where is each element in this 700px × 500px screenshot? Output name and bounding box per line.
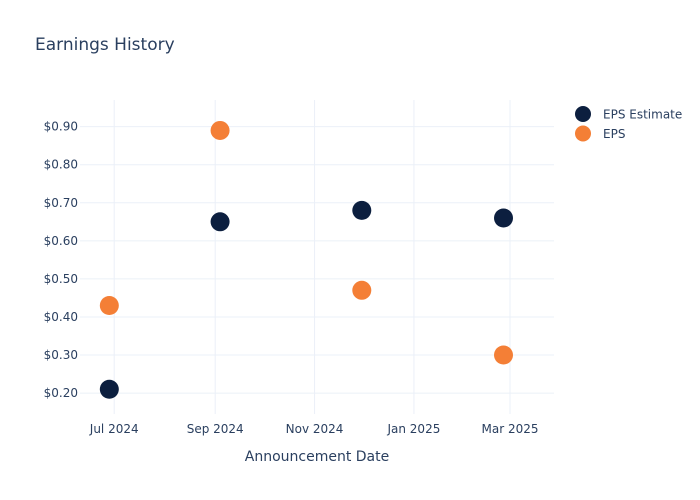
data-point-eps-estimate [352, 200, 372, 220]
y-tick-label: $0.70 [44, 196, 78, 210]
y-tick-label: $0.50 [44, 272, 78, 286]
x-axis-title: Announcement Date [245, 449, 389, 465]
data-points [99, 120, 514, 399]
chart-title: Earnings History [35, 35, 175, 55]
y-tick-label: $0.60 [44, 234, 78, 248]
legend-marker [575, 106, 591, 122]
x-tick-label: Jul 2024 [89, 422, 139, 436]
legend-label: EPS [603, 127, 625, 141]
y-tick-label: $0.30 [44, 348, 78, 362]
y-axis-tick-labels: $0.20 $0.30 $0.40 $0.50 $0.60 $0.70 $0.80 $0.90 [44, 120, 78, 400]
data-point-eps [210, 120, 230, 140]
x-gridlines [113, 100, 511, 414]
data-point-eps [352, 280, 372, 300]
y-tick-label: $0.90 [44, 120, 78, 134]
x-tick-label: Mar 2025 [482, 422, 539, 436]
legend: EPS Estimate EPS [575, 106, 682, 142]
data-point-eps-estimate [210, 212, 230, 232]
legend-label: EPS Estimate [603, 108, 682, 122]
y-tick-label: $0.20 [44, 386, 78, 400]
y-gridlines [80, 126, 554, 394]
legend-marker [575, 125, 591, 142]
x-tick-label: Sep 2024 [187, 422, 244, 436]
x-tick-label: Nov 2024 [286, 422, 344, 436]
data-point-eps-estimate [494, 208, 514, 228]
data-point-eps [99, 296, 119, 316]
data-point-eps-estimate [99, 379, 119, 399]
data-point-eps [494, 345, 514, 365]
x-axis-tick-labels: Jul 2024 Sep 2024 Nov 2024 Jan 2025 Mar 2025 [89, 422, 539, 436]
y-tick-label: $0.80 [44, 158, 78, 172]
y-tick-label: $0.40 [44, 310, 78, 324]
x-tick-label: Jan 2025 [386, 422, 440, 436]
